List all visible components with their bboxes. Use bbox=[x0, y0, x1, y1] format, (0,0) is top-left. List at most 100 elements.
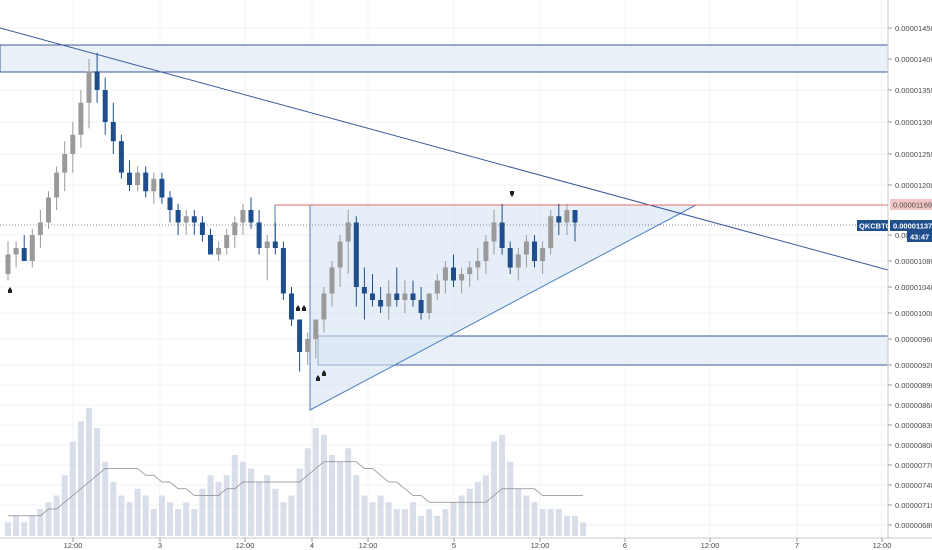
candle-body[interactable] bbox=[467, 267, 473, 275]
volume-bar bbox=[191, 509, 198, 536]
candle-body[interactable] bbox=[540, 248, 546, 261]
candle-body[interactable] bbox=[199, 222, 205, 236]
candle-body[interactable] bbox=[118, 141, 124, 173]
candle-body[interactable] bbox=[191, 216, 197, 223]
time-axis[interactable]: 12:00 3 12:00 4 12:00 5 12:00 6 12:00 7 12:00 bbox=[64, 538, 892, 550]
candle-body[interactable] bbox=[289, 293, 294, 320]
volume-bar bbox=[580, 522, 587, 536]
candle-body[interactable] bbox=[459, 274, 465, 281]
candle-body[interactable] bbox=[434, 280, 440, 294]
candle-body[interactable] bbox=[499, 222, 505, 249]
price-tick-label: 0.00000740 bbox=[895, 481, 932, 490]
candle-body[interactable] bbox=[13, 248, 19, 255]
volume-bar bbox=[450, 502, 457, 536]
candle-body[interactable] bbox=[70, 134, 76, 154]
volume-bar bbox=[377, 495, 384, 536]
candle-body[interactable] bbox=[515, 254, 521, 268]
price-tick-label: 0.00000830 bbox=[895, 421, 932, 430]
candle-body[interactable] bbox=[232, 222, 238, 236]
volume-bar bbox=[256, 482, 263, 536]
candle-body[interactable] bbox=[272, 241, 278, 249]
price-tick-label: 0.00001400 bbox=[895, 55, 932, 64]
candle-body[interactable] bbox=[572, 210, 578, 223]
candle-body[interactable] bbox=[483, 241, 489, 262]
volume-bar bbox=[547, 509, 554, 536]
price-tick-label: 0.00001040 bbox=[895, 283, 932, 292]
volume-bar bbox=[523, 495, 530, 536]
candle-body[interactable] bbox=[402, 293, 408, 301]
candle-body[interactable] bbox=[305, 339, 311, 352]
candle-body[interactable] bbox=[21, 248, 27, 261]
candle-body[interactable] bbox=[127, 172, 132, 185]
candle-body[interactable] bbox=[297, 319, 303, 353]
candle-body[interactable] bbox=[507, 248, 513, 268]
candle-body[interactable] bbox=[224, 235, 230, 248]
candle-body[interactable] bbox=[183, 216, 189, 223]
candle-body[interactable] bbox=[151, 178, 157, 192]
candle-body[interactable] bbox=[37, 222, 43, 236]
volume-bar bbox=[248, 468, 254, 536]
volume-bar bbox=[150, 509, 157, 536]
candle-body[interactable] bbox=[216, 248, 222, 255]
candle-body[interactable] bbox=[54, 172, 60, 198]
volume-bar bbox=[134, 488, 141, 536]
price-tick-label: 0.00001000 bbox=[895, 309, 932, 318]
candle-body[interactable] bbox=[329, 267, 335, 294]
candle-body[interactable] bbox=[386, 293, 392, 307]
candle-body[interactable] bbox=[5, 254, 11, 275]
candle-body[interactable] bbox=[491, 222, 497, 242]
candle-body[interactable] bbox=[361, 287, 367, 294]
candle-body[interactable] bbox=[175, 210, 181, 223]
candle-body[interactable] bbox=[426, 293, 432, 314]
candle-body[interactable] bbox=[86, 71, 92, 103]
candle-body[interactable] bbox=[256, 222, 262, 249]
candle-body[interactable] bbox=[78, 102, 84, 135]
candle-body[interactable] bbox=[159, 178, 165, 198]
candle-body[interactable] bbox=[475, 261, 481, 268]
candle-body[interactable] bbox=[94, 71, 100, 90]
price-tick-label: 0.00000920 bbox=[895, 361, 932, 370]
candle-body[interactable] bbox=[321, 293, 327, 320]
volume-bar bbox=[29, 515, 36, 536]
candle-body[interactable] bbox=[523, 241, 529, 255]
volume-bar bbox=[183, 502, 190, 536]
candle-body[interactable] bbox=[46, 197, 51, 223]
candle-body[interactable] bbox=[280, 248, 286, 294]
candle-body[interactable] bbox=[548, 216, 554, 248]
volume-bar bbox=[442, 509, 449, 536]
arrow-marker-icon bbox=[302, 305, 306, 311]
candle-body[interactable] bbox=[102, 90, 108, 122]
candle-body[interactable] bbox=[345, 222, 351, 242]
time-tick-label: 4 bbox=[310, 541, 314, 550]
arrow-marker-icon bbox=[322, 370, 326, 376]
candle-body[interactable] bbox=[29, 235, 35, 261]
candle-body[interactable] bbox=[353, 222, 359, 288]
descending-trendline[interactable] bbox=[0, 27, 889, 271]
candle-body[interactable] bbox=[167, 197, 173, 211]
candle-body[interactable] bbox=[564, 210, 570, 223]
candle-body[interactable] bbox=[337, 241, 343, 268]
candle-body[interactable] bbox=[110, 122, 116, 142]
candle-body[interactable] bbox=[143, 172, 149, 192]
candle-body[interactable] bbox=[532, 241, 537, 262]
volume-bar bbox=[539, 509, 546, 536]
candle-body[interactable] bbox=[62, 154, 68, 173]
candle-body[interactable] bbox=[451, 267, 456, 281]
candle-body[interactable] bbox=[394, 293, 400, 301]
candle-body[interactable] bbox=[248, 210, 254, 223]
candle-body[interactable] bbox=[240, 210, 246, 223]
candle-body[interactable] bbox=[135, 172, 141, 185]
candle-body[interactable] bbox=[378, 300, 384, 307]
candle-body[interactable] bbox=[442, 267, 448, 281]
candle-body[interactable] bbox=[208, 235, 213, 255]
candle-body[interactable] bbox=[418, 300, 424, 313]
candle-body[interactable] bbox=[313, 319, 319, 340]
candle-body[interactable] bbox=[264, 241, 270, 249]
candle-body[interactable] bbox=[370, 293, 375, 301]
volume-bar bbox=[158, 495, 165, 536]
candle-body[interactable] bbox=[556, 216, 562, 223]
candle-body[interactable] bbox=[410, 293, 416, 301]
resistance-zone[interactable] bbox=[0, 44, 889, 73]
